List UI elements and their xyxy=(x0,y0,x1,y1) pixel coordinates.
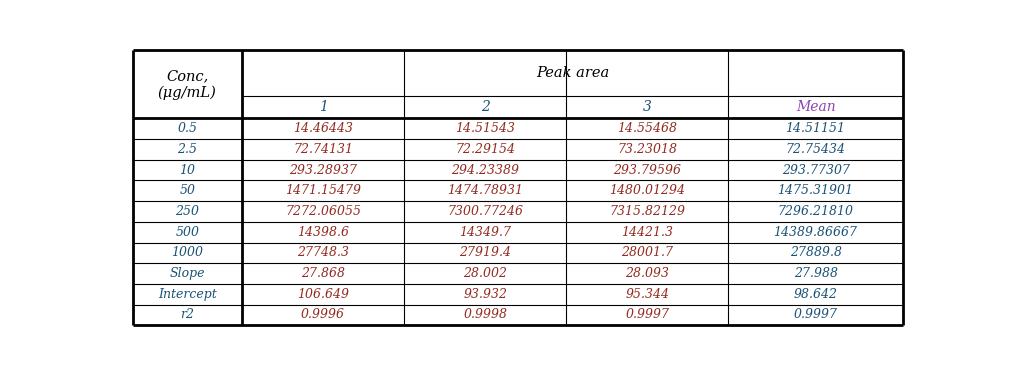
Text: Mean: Mean xyxy=(796,100,835,114)
Text: 72.74131: 72.74131 xyxy=(293,143,354,156)
Text: 1471.15479: 1471.15479 xyxy=(285,184,361,197)
Text: 14421.3: 14421.3 xyxy=(621,226,674,239)
Text: 3: 3 xyxy=(643,100,651,114)
Text: 2: 2 xyxy=(481,100,490,114)
Text: 1474.78931: 1474.78931 xyxy=(447,184,523,197)
Text: 250: 250 xyxy=(176,205,199,218)
Text: 1475.31901: 1475.31901 xyxy=(778,184,853,197)
Text: Peak area: Peak area xyxy=(535,66,609,80)
Text: 7300.77246: 7300.77246 xyxy=(447,205,523,218)
Text: 14349.7: 14349.7 xyxy=(460,226,511,239)
Text: 14389.86667: 14389.86667 xyxy=(774,226,857,239)
Text: 7272.06055: 7272.06055 xyxy=(285,205,361,218)
Text: 7296.21810: 7296.21810 xyxy=(778,205,853,218)
Text: 294.23389: 294.23389 xyxy=(451,164,519,177)
Text: 98.642: 98.642 xyxy=(794,288,837,301)
Text: 1480.01294: 1480.01294 xyxy=(609,184,686,197)
Text: 500: 500 xyxy=(176,226,199,239)
Text: 293.79596: 293.79596 xyxy=(613,164,682,177)
Text: 72.75434: 72.75434 xyxy=(786,143,845,156)
Text: 73.23018: 73.23018 xyxy=(617,143,678,156)
Text: r2: r2 xyxy=(180,308,194,321)
Text: 0.9997: 0.9997 xyxy=(625,308,670,321)
Text: 95.344: 95.344 xyxy=(625,288,670,301)
Text: 14.51151: 14.51151 xyxy=(786,122,845,135)
Text: Intercept: Intercept xyxy=(158,288,216,301)
Text: 27889.8: 27889.8 xyxy=(790,246,841,259)
Text: 10: 10 xyxy=(179,164,195,177)
Text: 50: 50 xyxy=(179,184,195,197)
Text: 293.77307: 293.77307 xyxy=(782,164,849,177)
Text: 28.002: 28.002 xyxy=(464,267,507,280)
Text: 14.55468: 14.55468 xyxy=(617,122,678,135)
Text: 27919.4: 27919.4 xyxy=(460,246,511,259)
Text: 14.46443: 14.46443 xyxy=(293,122,354,135)
Text: 7315.82129: 7315.82129 xyxy=(609,205,686,218)
Text: 2.5: 2.5 xyxy=(177,143,197,156)
Text: 0.5: 0.5 xyxy=(177,122,197,135)
Text: 0.9997: 0.9997 xyxy=(794,308,837,321)
Text: 0.9996: 0.9996 xyxy=(301,308,345,321)
Text: 27.868: 27.868 xyxy=(301,267,345,280)
Text: 28001.7: 28001.7 xyxy=(621,246,674,259)
Text: 1: 1 xyxy=(318,100,327,114)
Text: 1000: 1000 xyxy=(172,246,203,259)
Text: 72.29154: 72.29154 xyxy=(456,143,515,156)
Text: Conc,
(μg/mL): Conc, (μg/mL) xyxy=(158,69,217,100)
Text: 27748.3: 27748.3 xyxy=(297,246,349,259)
Text: 93.932: 93.932 xyxy=(464,288,507,301)
Text: 0.9998: 0.9998 xyxy=(464,308,507,321)
Text: 293.28937: 293.28937 xyxy=(289,164,358,177)
Text: 14.51543: 14.51543 xyxy=(456,122,515,135)
Text: Slope: Slope xyxy=(170,267,205,280)
Text: 14398.6: 14398.6 xyxy=(297,226,349,239)
Text: 106.649: 106.649 xyxy=(297,288,349,301)
Text: 27.988: 27.988 xyxy=(794,267,837,280)
Text: 28.093: 28.093 xyxy=(625,267,670,280)
